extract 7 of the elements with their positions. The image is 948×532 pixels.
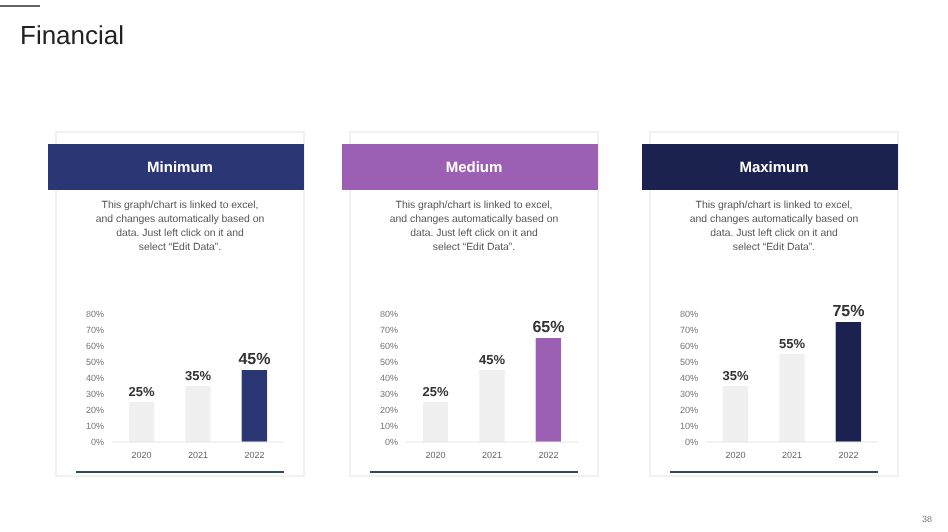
bar	[835, 322, 862, 442]
data-label: 45%	[238, 350, 271, 368]
data-label: 65%	[532, 318, 565, 336]
text: Financial	[20, 20, 125, 50]
data-label: 75%	[832, 302, 865, 320]
bar	[241, 370, 268, 442]
bar	[535, 338, 562, 442]
